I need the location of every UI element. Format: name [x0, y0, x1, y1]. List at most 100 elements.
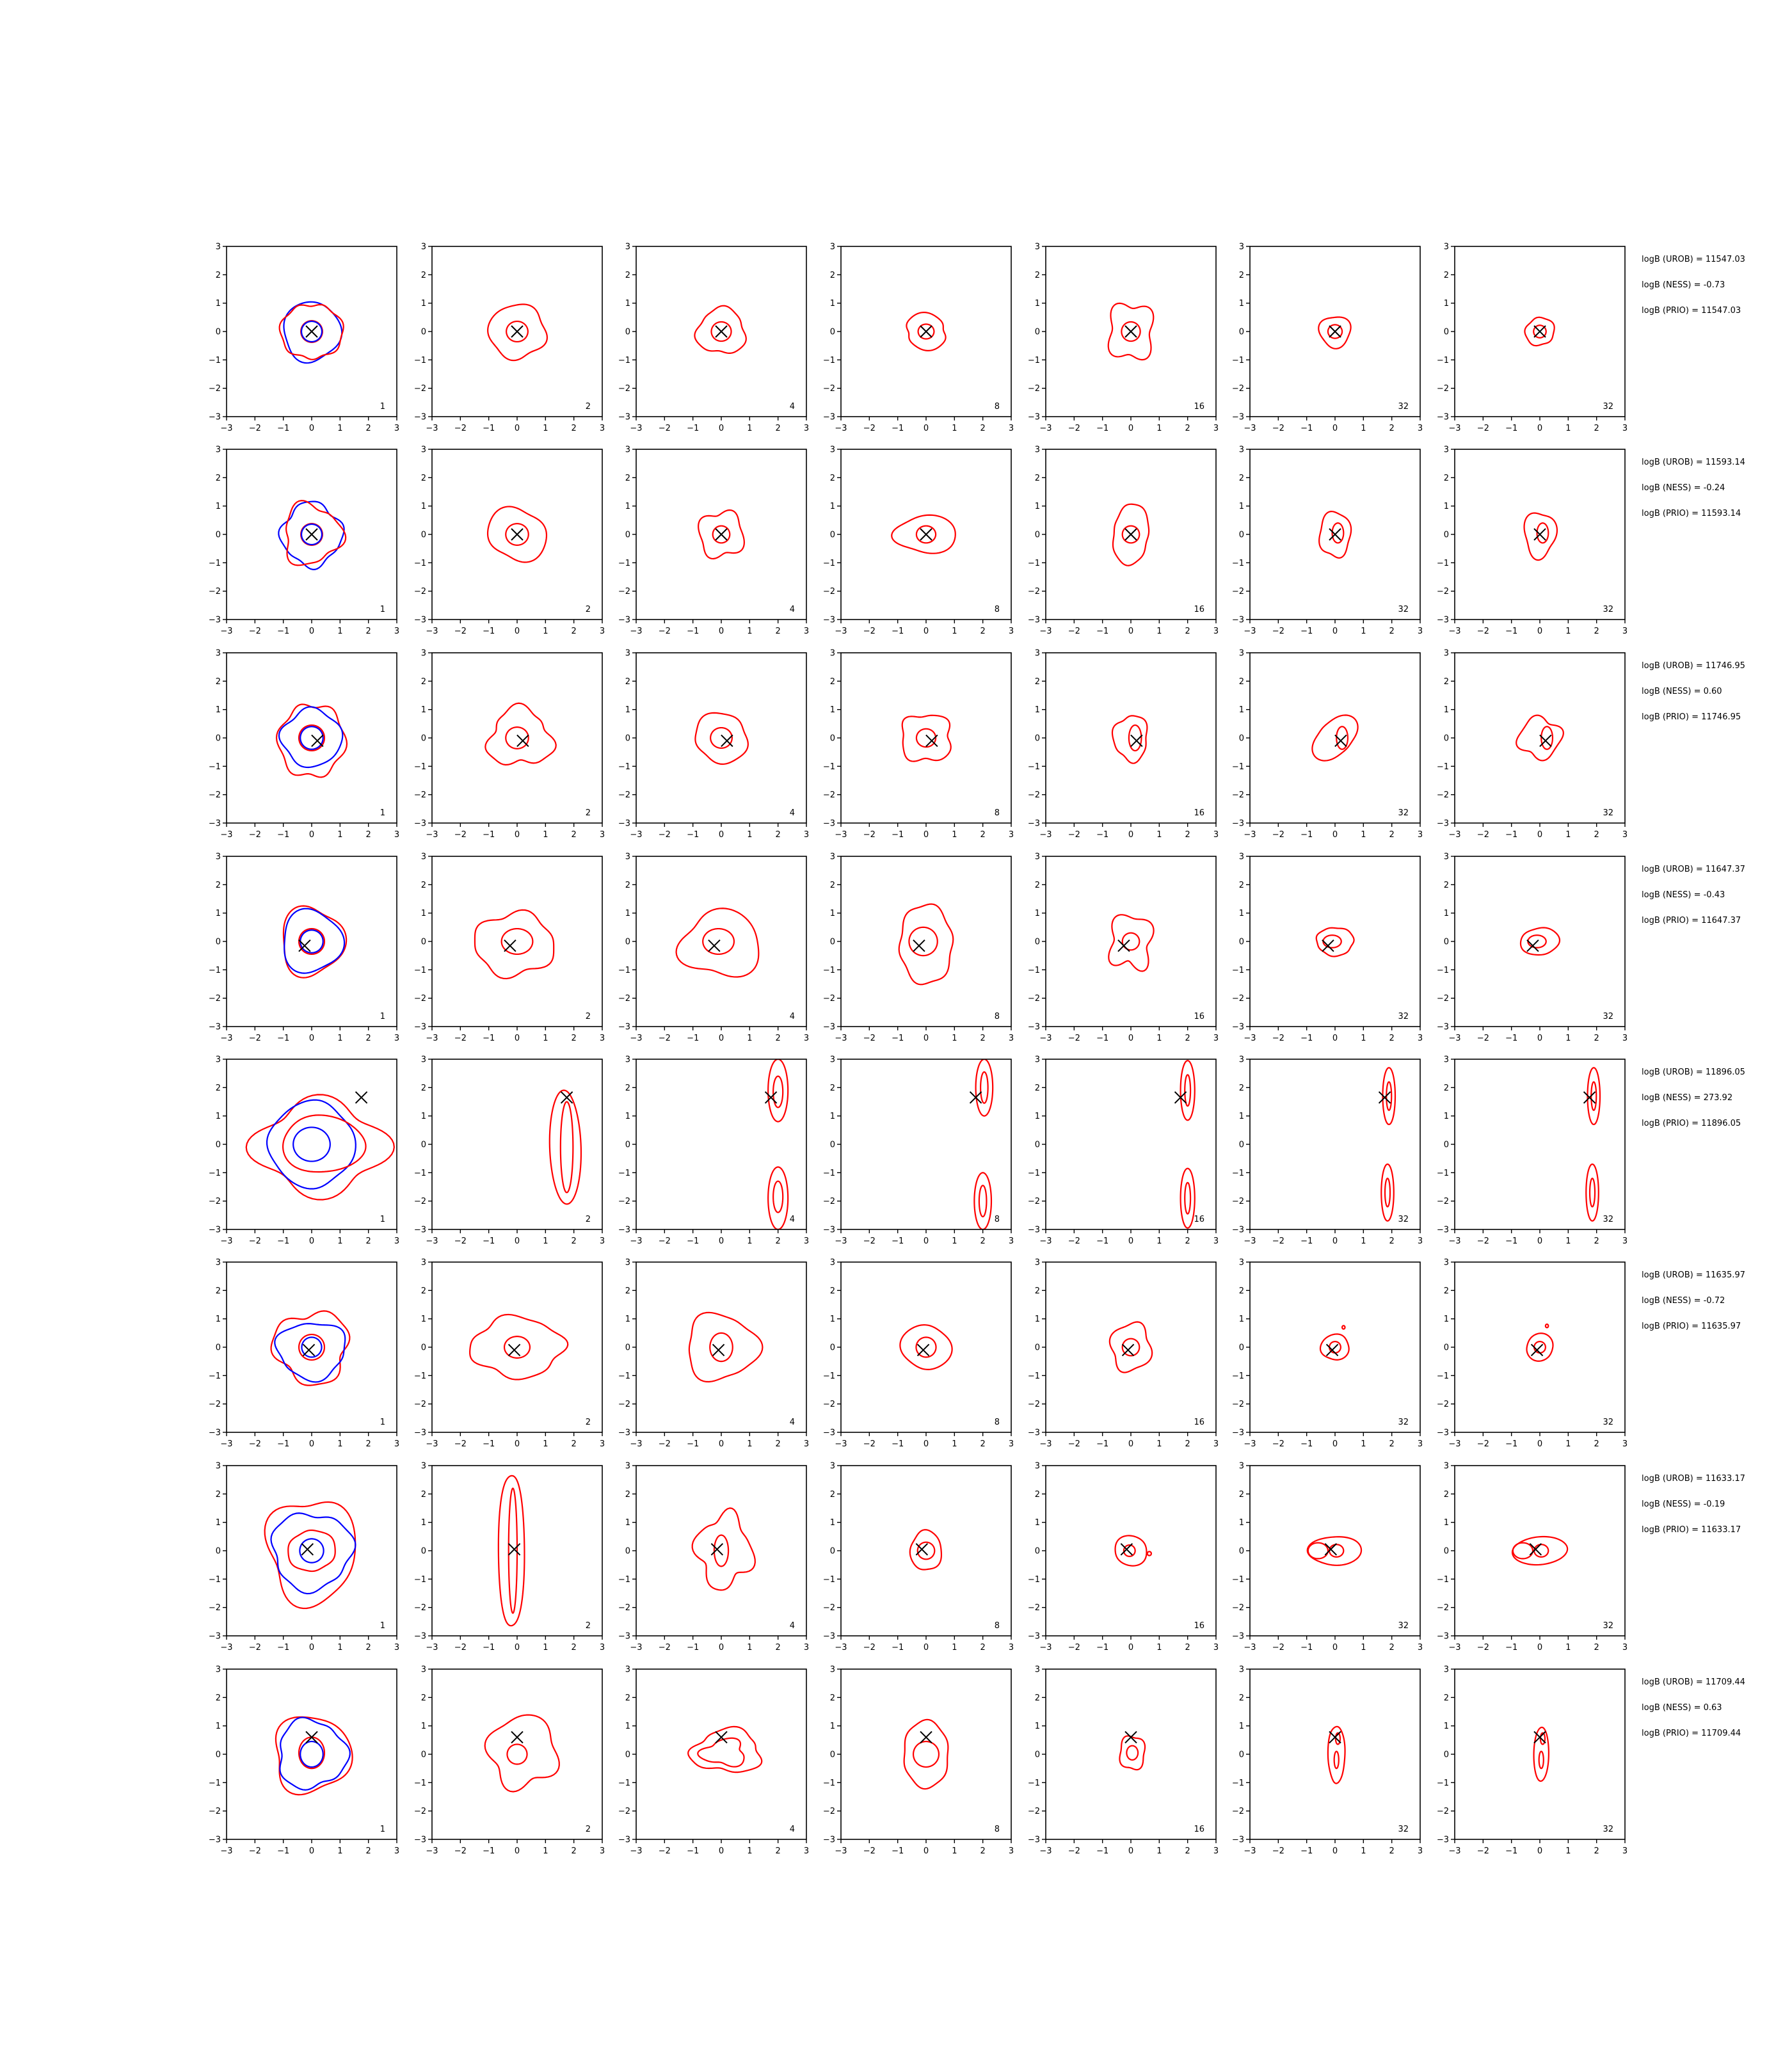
y-tick-label: −2: [1232, 790, 1244, 800]
y-tick-label: −3: [209, 819, 221, 829]
x-tick-label: 1: [543, 1439, 548, 1449]
panel-number-label: 16: [1194, 1621, 1204, 1631]
y-tick-label: 1: [1444, 299, 1449, 308]
y-tick-label: 2: [1035, 1693, 1040, 1703]
x-tick-label: −3: [426, 1236, 438, 1246]
red-contour-1: [675, 908, 760, 978]
y-tick-label: 0: [1239, 734, 1244, 744]
x-tick-label: 2: [776, 424, 781, 433]
x-tick-label: 2: [980, 1034, 986, 1043]
y-tick-label: −1: [1437, 559, 1449, 568]
y-tick-label: −2: [618, 1197, 630, 1206]
panel-r7-c5: −3−3 −2 −2 −1 −1 0 0 1 1 2 2 3 3 16: [1028, 1462, 1219, 1653]
cross-marker: [1533, 325, 1546, 338]
panel-r6-c1: −3−3 −2 −2 −1 −1 0 0 1 1 2 2 3 3 1: [209, 1258, 399, 1450]
red-contour-1: [687, 1725, 763, 1773]
x-tick-label: −1: [1300, 1846, 1313, 1856]
red-contour-2: [710, 726, 733, 749]
x-tick-label: 2: [366, 1236, 371, 1246]
row-annotation: logB (UROB) = 11709.44: [1642, 1677, 1745, 1687]
red-contour-1: [901, 714, 952, 762]
red-contour-1: [767, 1059, 789, 1123]
x-tick-label: 0: [515, 1439, 520, 1449]
x-tick-label: 1: [1361, 1236, 1366, 1246]
x-tick-label: 1: [1361, 424, 1366, 433]
y-tick-label: 2: [1035, 1286, 1040, 1296]
y-tick-label: −1: [1028, 1575, 1040, 1585]
y-tick-label: 3: [830, 1055, 835, 1065]
y-tick-label: 0: [830, 1343, 835, 1353]
y-tick-label: −1: [1437, 356, 1449, 365]
y-tick-label: −1: [1437, 1372, 1449, 1381]
contour-group: [497, 1475, 525, 1627]
panel-r7-c3: −3−3 −2 −2 −1 −1 0 0 1 1 2 2 3 3 4: [618, 1462, 809, 1653]
y-tick-label: −1: [823, 1169, 835, 1178]
y-tick-label: −1: [1437, 1169, 1449, 1178]
cross-marker: [305, 325, 318, 338]
x-tick-label: 2: [980, 1846, 986, 1856]
x-tick-label: 2: [366, 424, 371, 433]
x-tick-label: 3: [1009, 1236, 1014, 1246]
red-contour-1: [1318, 316, 1352, 349]
x-tick-label: 3: [600, 1439, 605, 1449]
x-tick-label: 2: [572, 627, 577, 636]
y-tick-label: −1: [1437, 966, 1449, 975]
cross-marker: [710, 1543, 724, 1556]
y-tick-label: 2: [625, 881, 630, 890]
y-tick-label: −2: [823, 587, 835, 596]
y-tick-label: 1: [1239, 502, 1244, 511]
panel-r5-c1: −3−3 −2 −2 −1 −1 0 0 1 1 2 2 3 3 1: [209, 1055, 399, 1247]
red-contour-3: [298, 724, 326, 752]
red-contour-1: [903, 1718, 949, 1790]
y-tick-label: 0: [1035, 1750, 1040, 1760]
x-tick-label: 1: [747, 424, 752, 433]
red-contour-1: [1315, 927, 1355, 957]
cross-marker: [920, 1731, 932, 1744]
x-tick-label: −2: [659, 627, 671, 636]
x-tick-label: 1: [1156, 1846, 1162, 1856]
contour-group: [1583, 1067, 1601, 1222]
x-tick-label: 3: [600, 424, 605, 433]
y-tick-label: 1: [1035, 1112, 1040, 1121]
y-tick-label: 0: [216, 1547, 221, 1556]
contour-group: [1107, 302, 1155, 361]
y-tick-label: 2: [1444, 1084, 1449, 1093]
red-contour-1: [1526, 1332, 1554, 1362]
x-tick-label: 0: [1537, 1643, 1542, 1652]
red-contour-1: [1119, 1735, 1146, 1771]
x-tick-label: −3: [426, 1034, 438, 1043]
x-tick-label: 0: [1537, 1236, 1542, 1246]
y-tick-label: 0: [216, 1750, 221, 1760]
x-tick-label: 2: [1185, 424, 1190, 433]
y-tick-label: −1: [209, 559, 221, 568]
x-tick-label: 1: [952, 1034, 957, 1043]
cross-marker: [1533, 1731, 1546, 1744]
row-annotation: logB (PRIO) = 11635.97: [1642, 1322, 1741, 1331]
y-tick-label: −3: [618, 1428, 630, 1438]
x-tick-label: 2: [572, 1643, 577, 1652]
y-tick-label: −3: [1028, 1836, 1040, 1845]
x-tick-label: −3: [1039, 1034, 1052, 1043]
y-tick-label: 2: [1444, 881, 1449, 890]
y-tick-label: 3: [1444, 1258, 1449, 1268]
panel-r7-c7: −3−3 −2 −2 −1 −1 0 0 1 1 2 2 3 3 32: [1437, 1462, 1628, 1653]
x-tick-label: 2: [1185, 627, 1190, 636]
y-tick-label: −2: [1028, 587, 1040, 596]
contour-group: [275, 1716, 353, 1796]
y-tick-label: 3: [625, 1258, 630, 1268]
red-contour-1: [497, 1475, 525, 1627]
x-tick-label: −2: [1272, 1236, 1284, 1246]
panel-number-label: 4: [790, 1825, 795, 1834]
cross-marker: [712, 1343, 725, 1357]
y-tick-label: −3: [618, 1226, 630, 1235]
x-tick-label: 0: [309, 627, 314, 636]
x-tick-label: 1: [337, 1236, 342, 1246]
x-tick-label: −2: [863, 1643, 876, 1652]
x-tick-label: 3: [1622, 830, 1628, 840]
y-tick-label: −3: [618, 1836, 630, 1845]
y-tick-label: −1: [1028, 1779, 1040, 1788]
y-tick-label: 3: [830, 1665, 835, 1675]
y-tick-label: −2: [823, 790, 835, 800]
x-tick-label: −3: [1039, 424, 1052, 433]
